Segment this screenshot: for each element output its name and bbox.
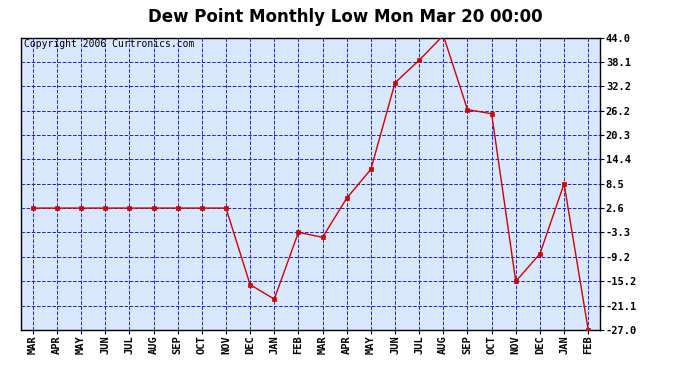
Text: Dew Point Monthly Low Mon Mar 20 00:00: Dew Point Monthly Low Mon Mar 20 00:00 (148, 8, 542, 26)
Text: Copyright 2006 Curtronics.com: Copyright 2006 Curtronics.com (23, 39, 194, 49)
